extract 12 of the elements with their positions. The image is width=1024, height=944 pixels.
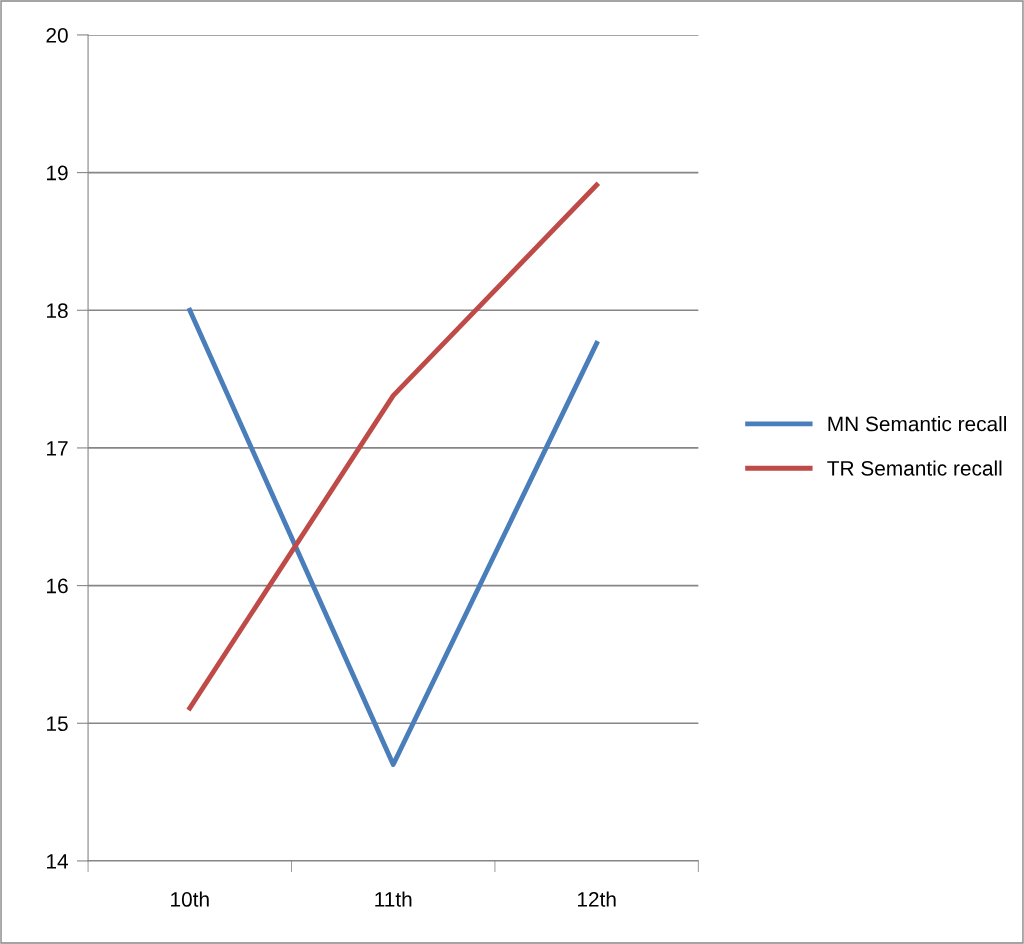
x-tick-label: 10th xyxy=(171,891,209,907)
x-tick-label: 12th xyxy=(577,891,616,907)
y-tick-label: 20 xyxy=(46,27,68,43)
legend-label: MN Semantic recall xyxy=(828,416,1007,432)
y-tick-label: 15 xyxy=(47,716,68,732)
y-tick-label: 19 xyxy=(47,165,68,181)
legend-label: TR Semantic recall xyxy=(827,460,1002,476)
y-tick-label: 17 xyxy=(47,441,68,456)
y-tick-label: 14 xyxy=(47,854,69,869)
y-tick-label: 18 xyxy=(47,303,68,319)
y-tick-label: 16 xyxy=(47,578,68,594)
x-tick-label: 11th xyxy=(375,891,412,907)
